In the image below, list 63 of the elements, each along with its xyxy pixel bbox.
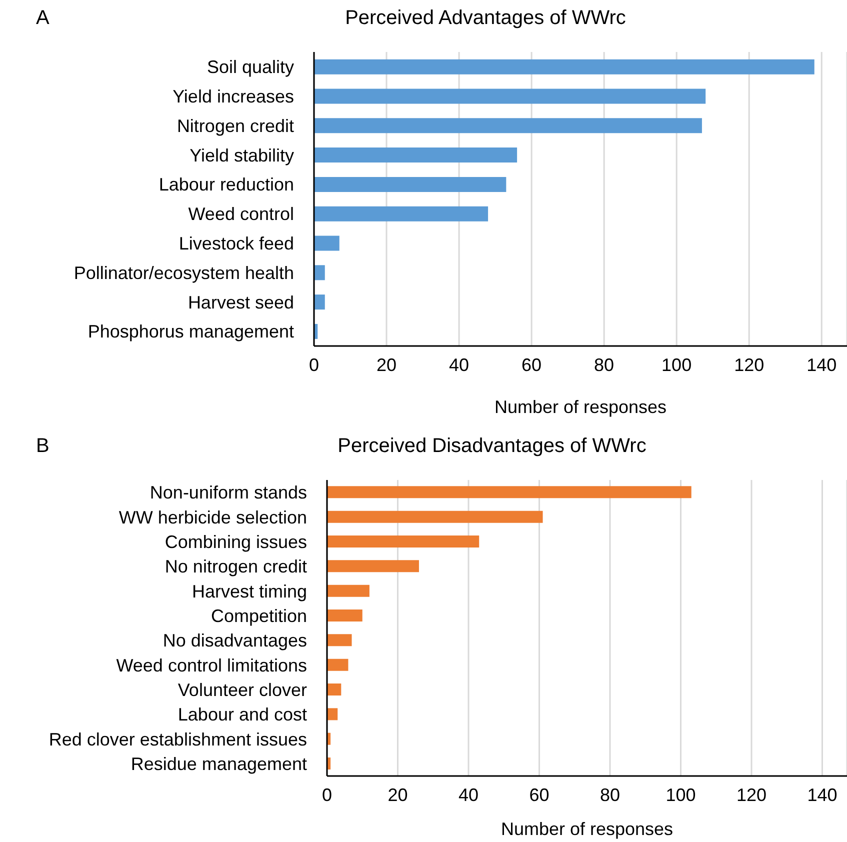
y-tick-label: Red clover establishment issues: [48, 729, 307, 750]
x-axis-title: Number of responses: [500, 819, 674, 839]
text: A: [36, 7, 50, 29]
bar: [327, 708, 338, 720]
y-tick-label: Weed control: [188, 204, 294, 224]
x-tick-label: 100: [662, 354, 692, 375]
y-tick-label: Nitrogen credit: [176, 116, 294, 136]
x-tick-label: 20: [388, 784, 408, 805]
y-tick-label: No disadvantages: [162, 630, 307, 651]
bar: [327, 560, 419, 572]
bar: [314, 59, 814, 74]
x-tick-label: 20: [376, 354, 397, 375]
x-tick-label: 40: [458, 784, 479, 805]
y-tick-label: Yield increases: [172, 86, 294, 106]
y-tick-label: Livestock feed: [178, 233, 294, 254]
bar: [314, 148, 518, 163]
y-tick-label: No nitrogen credit: [164, 556, 307, 577]
y-tick-label: Residue management: [130, 754, 307, 774]
y-tick-label: WW herbicide selection: [118, 507, 307, 528]
x-tick-label: 140: [806, 354, 837, 375]
x-tick-label: 140: [807, 784, 838, 805]
x-tick-label: 120: [734, 354, 764, 375]
chart-title: Perceived Advantages of WWrc: [345, 7, 626, 29]
bar: [314, 176, 506, 192]
bar: [327, 536, 480, 548]
y-tick-label: Yield stability: [190, 145, 294, 166]
bar: [314, 294, 325, 310]
bar: [327, 510, 543, 523]
bar: [314, 118, 702, 134]
x-tick-label: 80: [600, 784, 620, 805]
x-tick-label: 0: [322, 784, 332, 805]
y-tick-label: Volunteer clover: [178, 680, 308, 700]
text: B: [36, 435, 50, 457]
y-tick-label: Phosphorus management: [88, 322, 294, 342]
x-tick-label: 40: [449, 354, 470, 375]
y-tick-label: Combining issues: [164, 532, 307, 552]
x-axis-title: Number of responses: [494, 397, 667, 417]
y-tick-label: Non-uniform stands: [150, 482, 307, 503]
y-tick-label: Competition: [210, 606, 307, 626]
x-tick-label: 120: [736, 784, 767, 805]
bar: [327, 634, 352, 646]
y-tick-label: Pollinator/ecosystem health: [74, 262, 294, 283]
x-tick-label: 80: [594, 354, 614, 375]
bar: [327, 684, 342, 696]
bar: [327, 584, 370, 597]
x-tick-label: 100: [666, 784, 696, 805]
bar: [314, 206, 488, 222]
bar: [314, 265, 325, 280]
bar: [314, 88, 706, 104]
y-tick-label: Labour reduction: [158, 174, 294, 195]
x-tick-label: 60: [529, 784, 550, 805]
y-tick-label: Soil quality: [206, 57, 294, 78]
y-tick-label: Harvest timing: [192, 581, 307, 602]
bar: [327, 486, 692, 498]
bar: [327, 610, 362, 622]
chart-title: Perceived Disadvantages of WWrc: [338, 435, 646, 457]
bar: [327, 658, 348, 671]
x-tick-label: 60: [522, 354, 542, 375]
bar: [314, 236, 340, 251]
x-tick-label: 0: [308, 354, 320, 375]
y-tick-label: Weed control limitations: [116, 655, 307, 676]
y-tick-label: Labour and cost: [178, 704, 307, 725]
y-tick-label: Harvest seed: [188, 292, 294, 312]
